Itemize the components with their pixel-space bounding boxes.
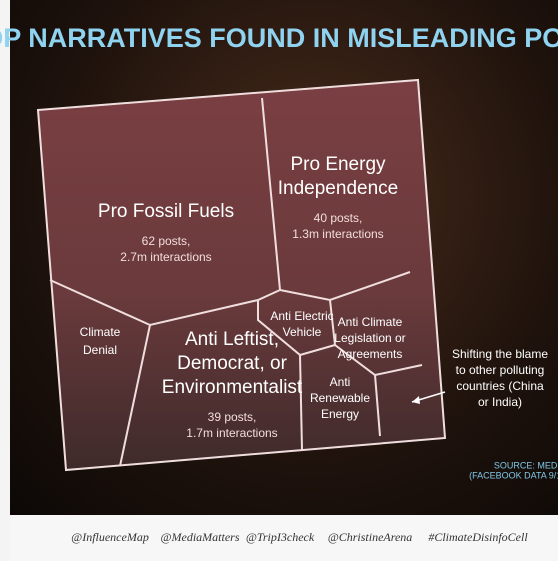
cell-label: Anti Leftist,: [185, 329, 279, 350]
cell-label: Democrat, or: [177, 353, 287, 374]
handle: @InfluenceMap: [71, 530, 149, 544]
cell-stats: 39 posts,: [208, 410, 257, 424]
cell-label: Anti Climate: [338, 315, 403, 329]
cell-stats: 62 posts,: [142, 234, 191, 248]
handle: @ChristineArena: [328, 530, 413, 544]
handle: #ClimateDisinfoCell: [428, 530, 528, 544]
annotation: or India): [478, 395, 522, 409]
cell-label: Agreements: [338, 347, 403, 361]
handle: @MediaMatters: [160, 530, 239, 544]
cell-label: Independence: [278, 178, 398, 199]
cell-label: Pro Energy: [290, 154, 386, 175]
annotation: Shifting the blame: [452, 347, 548, 361]
infographic: TOP NARRATIVES FOUND IN MISLEADING POSTS…: [0, 0, 558, 561]
cell-label: Pro Fossil Fuels: [98, 201, 234, 222]
annotation: to other polluting: [456, 363, 545, 377]
cell-label: Renewable: [310, 391, 370, 405]
cell-stats: 2.7m interactions: [120, 250, 211, 264]
cell-label: Environmentalist: [162, 377, 303, 398]
page: TOP NARRATIVES FOUND IN MISLEADING POSTS…: [0, 0, 558, 561]
handle: @TripI3check: [246, 530, 315, 544]
cell-stats: 1.7m interactions: [186, 426, 277, 440]
cell-label: Anti Electric: [270, 309, 333, 323]
source: SOURCE: MEDIA MATTERS: [494, 460, 558, 470]
cell-label: Legislation or: [334, 331, 405, 345]
cell-label: Denial: [83, 343, 117, 357]
cell-label: Climate: [80, 325, 121, 339]
title: TOP NARRATIVES FOUND IN MISLEADING POSTS: [0, 23, 558, 53]
cell-label: Vehicle: [283, 325, 322, 339]
annotation: countries (China: [456, 379, 544, 393]
cell-stats: 40 posts,: [314, 211, 363, 225]
cell-label: Anti: [330, 375, 351, 389]
cell-label: Energy: [321, 407, 359, 421]
source: (FACEBOOK DATA 9/1/2021 - 3/29/2022): [469, 470, 558, 480]
cell-stats: 1.3m interactions: [292, 227, 383, 241]
